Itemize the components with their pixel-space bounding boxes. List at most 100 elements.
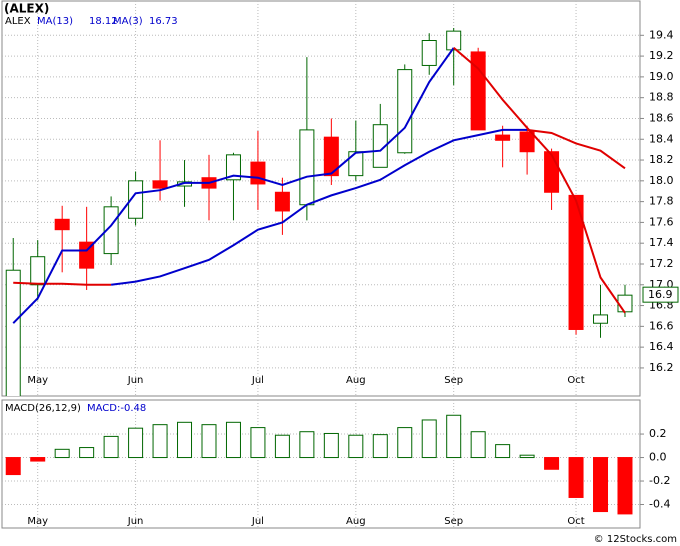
macd-bar bbox=[421, 419, 437, 459]
x-tick-label: Oct bbox=[567, 375, 584, 386]
price-box bbox=[642, 286, 679, 303]
footer: © 12Stocks.com bbox=[594, 534, 677, 545]
y-tick-label: 19.4 bbox=[649, 28, 674, 41]
legend-ticker: ALEX bbox=[5, 16, 31, 27]
macd-bar bbox=[544, 457, 560, 470]
y-tick-label: -0.2 bbox=[649, 474, 670, 487]
macd-bar bbox=[54, 448, 70, 459]
x-tick-label: May bbox=[27, 516, 48, 527]
price-label: 16.9 bbox=[648, 288, 673, 301]
macd-bar bbox=[201, 424, 217, 459]
macd-bar bbox=[397, 427, 413, 459]
macd-bar bbox=[568, 457, 584, 498]
x-tick-label: Jun bbox=[127, 516, 144, 527]
y-tick-label: 17.6 bbox=[649, 215, 674, 228]
macd-bar bbox=[30, 457, 46, 462]
macd-legend-name: MACD(26,12,9) bbox=[5, 403, 81, 414]
moving-average-line bbox=[526, 128, 626, 170]
moving-average-line bbox=[12, 47, 455, 324]
y-tick-label: 18.2 bbox=[649, 153, 674, 166]
x-tick-label: Sep bbox=[444, 516, 463, 527]
x-tick-label: Oct bbox=[567, 516, 584, 527]
candle-body bbox=[79, 241, 95, 269]
candle-body bbox=[274, 191, 290, 212]
x-tick-label: Jul bbox=[251, 375, 264, 386]
macd-bar bbox=[372, 434, 388, 459]
candle-body bbox=[103, 206, 119, 255]
moving-average-line bbox=[110, 128, 528, 286]
candle-body bbox=[30, 256, 46, 286]
x-tick-label: Aug bbox=[346, 516, 366, 527]
legend-value: 16.73 bbox=[149, 16, 178, 27]
macd-bar bbox=[299, 431, 315, 459]
candle-body bbox=[128, 180, 144, 219]
macd-panel bbox=[1, 399, 641, 529]
candle-body bbox=[5, 269, 21, 396]
y-tick-label: 19.2 bbox=[649, 49, 674, 62]
y-tick-label: 18.6 bbox=[649, 111, 674, 124]
macd-bar bbox=[470, 431, 486, 459]
macd-bar bbox=[446, 414, 462, 459]
legend-value: 18.12 bbox=[89, 16, 118, 27]
candle-body bbox=[495, 134, 511, 141]
y-tick-label: 18.0 bbox=[649, 174, 674, 187]
moving-average-line bbox=[13, 281, 112, 286]
y-tick-label: 16.4 bbox=[649, 340, 674, 353]
candle-body bbox=[225, 154, 241, 181]
price-plot bbox=[2, 1, 640, 396]
y-tick-label: 0.0 bbox=[649, 451, 667, 464]
x-tick-label: Aug bbox=[346, 375, 366, 386]
y-tick-label: 19.0 bbox=[649, 70, 674, 83]
macd-bar bbox=[617, 457, 633, 515]
y-tick-label: 0.2 bbox=[649, 427, 667, 440]
macd-bar bbox=[348, 434, 364, 459]
candle-body bbox=[544, 151, 560, 193]
legend-name: MA(3) bbox=[113, 16, 143, 27]
candle-body bbox=[54, 218, 70, 231]
x-tick-label: Sep bbox=[444, 375, 463, 386]
macd-bar bbox=[519, 454, 535, 459]
macd-legend-value: MACD:-0.48 bbox=[87, 403, 146, 414]
x-tick-label: May bbox=[27, 375, 48, 386]
candle-body bbox=[250, 161, 266, 185]
legend-name: MA(13) bbox=[37, 16, 73, 27]
macd-bar bbox=[495, 444, 511, 459]
macd-bar bbox=[152, 424, 168, 459]
candle-body bbox=[323, 136, 339, 177]
chart-title: (ALEX) bbox=[4, 2, 49, 16]
candle-body bbox=[152, 180, 168, 189]
macd-bar bbox=[103, 435, 119, 459]
candle-body bbox=[617, 294, 633, 313]
candle-body bbox=[593, 314, 609, 324]
candle-body bbox=[421, 40, 437, 66]
candle-body bbox=[348, 151, 364, 177]
x-tick-label: Jun bbox=[127, 375, 144, 386]
candle-body bbox=[372, 124, 388, 168]
x-tick-label: Jul bbox=[251, 516, 264, 527]
macd-bar bbox=[250, 427, 266, 459]
y-tick-label: 16.2 bbox=[649, 361, 674, 374]
y-tick-label: -0.4 bbox=[649, 498, 670, 511]
candle-body bbox=[397, 69, 413, 154]
y-tick-label: 18.8 bbox=[649, 91, 674, 104]
y-tick-label: 16.6 bbox=[649, 319, 674, 332]
macd-bar bbox=[177, 421, 193, 459]
y-tick-label: 17.8 bbox=[649, 195, 674, 208]
macd-bar bbox=[274, 434, 290, 459]
y-tick-label: 17.2 bbox=[649, 257, 674, 270]
macd-bar bbox=[225, 421, 241, 459]
macd-plot bbox=[2, 400, 640, 528]
candle-body bbox=[446, 30, 462, 51]
y-tick-label: 18.4 bbox=[649, 132, 674, 145]
macd-bar bbox=[128, 427, 144, 459]
candle-body bbox=[568, 194, 584, 330]
y-tick-label: 17.4 bbox=[649, 236, 674, 249]
macd-bar bbox=[79, 447, 95, 459]
macd-bar bbox=[5, 457, 21, 476]
macd-bar bbox=[323, 432, 339, 459]
candle-body bbox=[519, 131, 535, 153]
candle-body bbox=[299, 129, 315, 206]
moving-average-line bbox=[453, 47, 626, 314]
macd-bar bbox=[593, 457, 609, 513]
